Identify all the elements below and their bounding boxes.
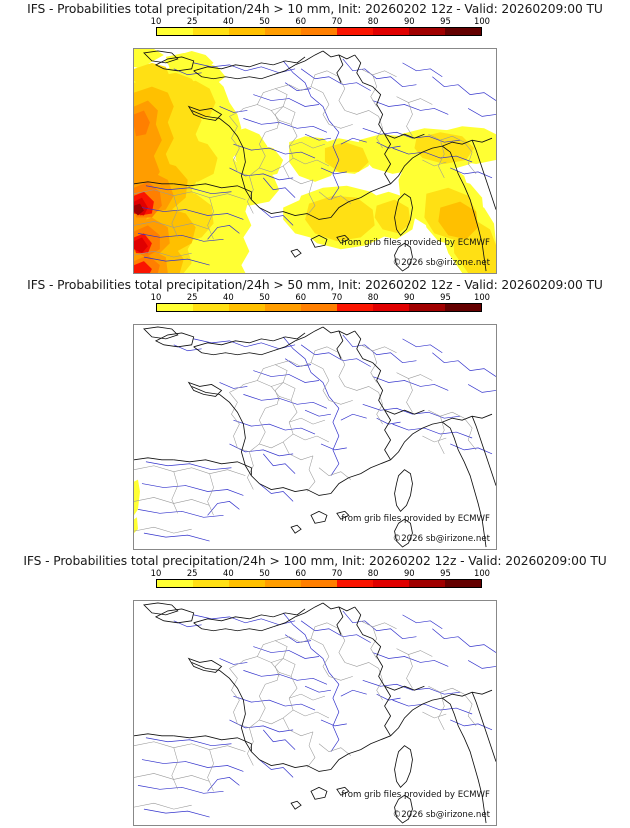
colorbar-tick: 95 xyxy=(440,292,451,302)
probability-field xyxy=(134,479,140,534)
colorbar-swatch-60 xyxy=(301,304,337,311)
probability-field xyxy=(134,49,496,273)
colorbar-tick: 10 xyxy=(150,292,162,302)
colorbar-tick: 80 xyxy=(367,292,379,302)
data-source-credit: from grib files provided by ECMWF xyxy=(341,238,490,248)
colorbar-ticks: 10 25 40 50 60 70 80 90 95 100 xyxy=(151,568,490,579)
colorbar-swatch-10 xyxy=(157,28,193,35)
colorbar-tick: 40 xyxy=(223,16,234,26)
rivers-layer xyxy=(137,58,496,266)
data-source-credit: from grib files provided by ECMWF xyxy=(341,514,490,524)
colorbar-swatch-40 xyxy=(229,28,265,35)
colorbar-gradient xyxy=(156,303,482,312)
map-svg xyxy=(134,325,496,549)
colorbar-tick: 60 xyxy=(295,16,307,26)
colorbar-swatch-80 xyxy=(373,28,409,35)
colorbar-swatch-25 xyxy=(193,304,229,311)
colorbar-tick: 10 xyxy=(150,568,162,578)
colorbar-tick: 80 xyxy=(367,568,379,578)
colorbar-swatch-50 xyxy=(265,304,301,311)
colorbar-swatch-10 xyxy=(157,304,193,311)
colorbar-gradient xyxy=(156,579,482,588)
geography-layer xyxy=(134,602,496,824)
data-source-credit: from grib files provided by ECMWF xyxy=(341,790,490,800)
map-svg xyxy=(134,49,496,273)
colorbar-swatch-10 xyxy=(157,580,193,587)
colorbar-swatch-25 xyxy=(193,28,229,35)
colorbar-tick: 70 xyxy=(331,16,343,26)
colorbar-tick: 25 xyxy=(186,16,198,26)
colorbar-tick: 95 xyxy=(440,16,451,26)
colorbar-tick: 90 xyxy=(403,292,415,302)
colorbar-tick: 100 xyxy=(474,16,490,26)
colorbar-swatch-40 xyxy=(229,304,265,311)
colorbar-swatch-60 xyxy=(301,580,337,587)
admin-borders-layer xyxy=(134,620,477,810)
rivers-layer xyxy=(137,610,496,818)
colorbar-swatch-80 xyxy=(373,580,409,587)
colorbar-tick: 10 xyxy=(150,16,162,26)
colorbar-swatch-70 xyxy=(337,580,373,587)
map-canvas-50mm[interactable]: from grib files provided by ECMWF ©2026 … xyxy=(133,324,497,550)
colorbar-tick: 25 xyxy=(186,292,198,302)
coastline-layer xyxy=(134,326,496,548)
admin-borders-layer xyxy=(134,344,477,534)
colorbar-ticks: 10 25 40 50 60 70 80 90 95 100 xyxy=(151,292,490,303)
forecast-panel-10mm: IFS - Probabilities total precipitation/… xyxy=(0,0,630,276)
copyright-credit: ©2026 sb@irizone.net xyxy=(392,534,490,544)
colorbar-tick: 50 xyxy=(259,16,270,26)
admin-borders-layer xyxy=(134,68,477,258)
colorbar-swatch-80 xyxy=(373,304,409,311)
colorbar-tick: 90 xyxy=(403,568,415,578)
geography-layer xyxy=(134,326,496,548)
coastline-layer xyxy=(134,602,496,824)
panel-title: IFS - Probabilities total precipitation/… xyxy=(27,2,603,16)
colorbar-tick: 60 xyxy=(295,568,307,578)
colorbar-swatch-70 xyxy=(337,304,373,311)
colorbar-swatch-90 xyxy=(409,304,445,311)
colorbar-tick: 70 xyxy=(331,568,343,578)
colorbar-tick: 70 xyxy=(331,292,343,302)
colorbar-swatch-95 xyxy=(445,304,481,311)
colorbar-tick: 95 xyxy=(440,568,451,578)
colorbar-tick: 60 xyxy=(295,292,307,302)
colorbar-tick: 50 xyxy=(259,568,270,578)
colorbar-50mm: 10 25 40 50 60 70 80 90 95 100 xyxy=(151,292,490,312)
copyright-credit: ©2026 sb@irizone.net xyxy=(392,810,490,820)
colorbar-swatch-50 xyxy=(265,580,301,587)
colorbar-tick: 25 xyxy=(186,568,198,578)
colorbar-ticks: 10 25 40 50 60 70 80 90 95 100 xyxy=(151,16,490,27)
rivers-layer xyxy=(137,334,496,542)
colorbar-tick: 100 xyxy=(474,292,490,302)
colorbar-tick: 90 xyxy=(403,16,415,26)
forecast-panel-100mm: IFS - Probabilities total precipitation/… xyxy=(0,552,630,828)
panel-title: IFS - Probabilities total precipitation/… xyxy=(27,278,603,292)
colorbar-tick: 100 xyxy=(474,568,490,578)
colorbar-tick: 40 xyxy=(223,568,234,578)
colorbar-swatch-95 xyxy=(445,28,481,35)
colorbar-tick: 50 xyxy=(259,292,270,302)
colorbar-tick: 80 xyxy=(367,16,379,26)
colorbar-tick: 40 xyxy=(223,292,234,302)
map-canvas-10mm[interactable]: from grib files provided by ECMWF ©2026 … xyxy=(133,48,497,274)
map-canvas-100mm[interactable]: from grib files provided by ECMWF ©2026 … xyxy=(133,600,497,826)
panel-title: IFS - Probabilities total precipitation/… xyxy=(23,554,607,568)
colorbar-swatch-50 xyxy=(265,28,301,35)
coastline-layer xyxy=(134,50,496,272)
geography-layer xyxy=(134,50,496,272)
colorbar-gradient xyxy=(156,27,482,36)
colorbar-swatch-70 xyxy=(337,28,373,35)
colorbar-swatch-60 xyxy=(301,28,337,35)
colorbar-swatch-90 xyxy=(409,580,445,587)
colorbar-100mm: 10 25 40 50 60 70 80 90 95 100 xyxy=(151,568,490,588)
copyright-credit: ©2026 sb@irizone.net xyxy=(392,258,490,268)
colorbar-swatch-25 xyxy=(193,580,229,587)
forecast-panel-50mm: IFS - Probabilities total precipitation/… xyxy=(0,276,630,552)
colorbar-swatch-90 xyxy=(409,28,445,35)
colorbar-10mm: 10 25 40 50 60 70 80 90 95 100 xyxy=(151,16,490,36)
colorbar-swatch-40 xyxy=(229,580,265,587)
map-svg xyxy=(134,601,496,825)
colorbar-swatch-95 xyxy=(445,580,481,587)
